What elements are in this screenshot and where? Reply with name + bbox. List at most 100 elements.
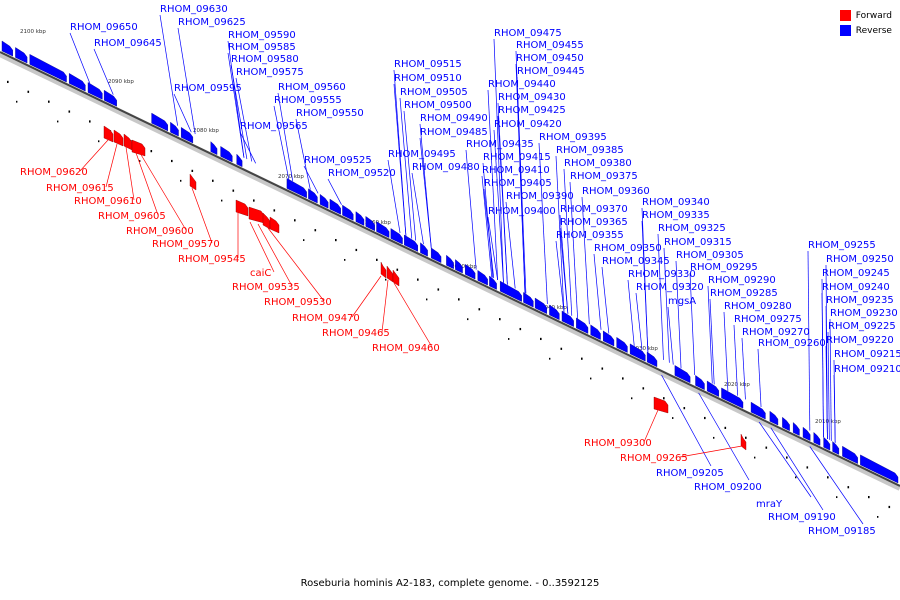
forward-gene-box[interactable] (248, 206, 265, 224)
reverse-gene-box[interactable] (210, 141, 218, 155)
reverse-gene-box[interactable] (750, 401, 766, 420)
forward-gene-box[interactable] (269, 216, 280, 234)
reverse-gene-label[interactable]: RHOM_09365 (560, 217, 628, 228)
forward-gene-label[interactable]: RHOM_09620 (20, 167, 88, 178)
reverse-gene-box[interactable] (319, 193, 329, 209)
forward-gene-label[interactable]: RHOM_09460 (372, 343, 440, 354)
reverse-gene-label[interactable]: RHOM_09210 (834, 364, 900, 375)
reverse-gene-box[interactable] (721, 387, 744, 409)
forward-gene-label[interactable]: RHOM_09545 (178, 254, 246, 265)
reverse-gene-label[interactable]: RHOM_09380 (564, 158, 632, 169)
reverse-gene-label[interactable]: RHOM_09200 (694, 482, 762, 493)
reverse-gene-label[interactable]: RHOM_09375 (570, 171, 638, 182)
reverse-gene-box[interactable] (220, 146, 233, 163)
reverse-gene-box[interactable] (455, 259, 463, 274)
reverse-gene-label[interactable]: RHOM_09490 (420, 113, 488, 124)
reverse-gene-label[interactable]: RHOM_09325 (658, 223, 726, 234)
reverse-gene-box[interactable] (813, 431, 821, 446)
reverse-gene-label[interactable]: RHOM_09420 (494, 119, 562, 130)
forward-gene-label[interactable]: RHOM_09265 (620, 453, 688, 464)
reverse-gene-box[interactable] (355, 211, 365, 226)
reverse-gene-box[interactable] (376, 221, 390, 238)
reverse-gene-label[interactable]: RHOM_09395 (539, 132, 607, 143)
reverse-gene-label[interactable]: RHOM_09650 (70, 22, 138, 33)
reverse-gene-box[interactable] (420, 242, 428, 257)
reverse-gene-box[interactable] (695, 374, 705, 391)
reverse-gene-label[interactable]: RHOM_09220 (826, 335, 894, 346)
reverse-gene-label[interactable]: mraY (756, 499, 783, 510)
reverse-gene-label[interactable]: RHOM_09505 (400, 87, 468, 98)
forward-gene-label[interactable]: RHOM_09600 (126, 226, 194, 237)
reverse-gene-label[interactable]: RHOM_09480 (412, 162, 480, 173)
reverse-gene-label[interactable]: RHOM_09525 (304, 155, 372, 166)
reverse-gene-label[interactable]: RHOM_09455 (516, 40, 584, 51)
forward-gene-box[interactable] (740, 433, 747, 451)
reverse-gene-box[interactable] (792, 422, 800, 436)
reverse-gene-label[interactable]: RHOM_09440 (488, 79, 556, 90)
forward-gene-box[interactable] (653, 396, 669, 414)
reverse-gene-label[interactable]: RHOM_09215 (834, 349, 900, 360)
reverse-gene-box[interactable] (802, 426, 811, 441)
reverse-gene-box[interactable] (603, 330, 615, 347)
reverse-gene-box[interactable] (576, 317, 589, 334)
reverse-gene-label[interactable]: RHOM_09575 (236, 67, 304, 78)
reverse-gene-label[interactable]: RHOM_09515 (394, 59, 462, 70)
reverse-gene-box[interactable] (29, 54, 67, 83)
reverse-gene-label[interactable]: RHOM_09415 (483, 152, 551, 163)
reverse-gene-label[interactable]: RHOM_09405 (484, 178, 552, 189)
reverse-gene-box[interactable] (489, 275, 497, 290)
reverse-gene-label[interactable]: RHOM_09255 (808, 240, 876, 251)
reverse-gene-box[interactable] (523, 292, 534, 308)
reverse-gene-box[interactable] (706, 380, 719, 397)
reverse-gene-box[interactable] (477, 270, 488, 286)
reverse-gene-box[interactable] (286, 178, 307, 199)
reverse-gene-label[interactable]: RHOM_09475 (494, 28, 562, 39)
reverse-gene-box[interactable] (151, 112, 168, 132)
forward-gene-box[interactable] (131, 139, 146, 157)
reverse-gene-box[interactable] (87, 82, 103, 100)
reverse-gene-box[interactable] (236, 153, 243, 168)
reverse-gene-label[interactable]: RHOM_09500 (404, 100, 472, 111)
forward-gene-box[interactable] (386, 265, 394, 283)
reverse-gene-label[interactable]: RHOM_09625 (178, 17, 246, 28)
reverse-gene-label[interactable]: RHOM_09285 (710, 288, 778, 299)
forward-gene-label[interactable]: RHOM_09470 (292, 313, 360, 324)
reverse-gene-box[interactable] (646, 351, 658, 368)
reverse-gene-label[interactable]: RHOM_09335 (642, 210, 710, 221)
reverse-gene-label[interactable]: RHOM_09205 (656, 468, 724, 479)
reverse-gene-box[interactable] (561, 310, 574, 327)
reverse-gene-label[interactable]: RHOM_09330 (628, 269, 696, 280)
reverse-gene-label[interactable]: RHOM_09435 (466, 139, 534, 150)
reverse-gene-label[interactable]: RHOM_09225 (828, 321, 896, 332)
reverse-gene-label[interactable]: RHOM_09270 (742, 327, 810, 338)
reverse-gene-box[interactable] (465, 263, 476, 280)
reverse-gene-label[interactable]: RHOM_09510 (394, 73, 462, 84)
reverse-gene-box[interactable] (616, 336, 628, 353)
reverse-gene-box[interactable] (404, 234, 418, 252)
reverse-gene-box[interactable] (860, 454, 899, 484)
reverse-gene-label[interactable]: RHOM_09560 (278, 82, 346, 93)
reverse-gene-box[interactable] (534, 297, 547, 314)
reverse-gene-label[interactable]: RHOM_09485 (420, 127, 488, 138)
forward-gene-label[interactable]: RHOM_09605 (98, 211, 166, 222)
reverse-gene-box[interactable] (832, 441, 840, 455)
reverse-gene-label[interactable]: RHOM_09295 (690, 262, 758, 273)
reverse-gene-label[interactable]: RHOM_09425 (498, 105, 566, 116)
reverse-gene-box[interactable] (15, 47, 28, 64)
reverse-gene-label[interactable]: RHOM_09370 (560, 204, 628, 215)
reverse-gene-label[interactable]: RHOM_09450 (516, 53, 584, 64)
reverse-gene-label[interactable]: RHOM_09250 (826, 254, 894, 265)
reverse-gene-box[interactable] (782, 416, 790, 432)
reverse-gene-box[interactable] (499, 280, 522, 302)
reverse-gene-label[interactable]: RHOM_09410 (482, 165, 550, 176)
forward-gene-box[interactable] (189, 173, 197, 191)
reverse-gene-box[interactable] (342, 204, 354, 221)
reverse-gene-box[interactable] (769, 410, 779, 426)
reverse-gene-label[interactable]: RHOM_09565 (240, 121, 308, 132)
forward-gene-label[interactable]: RHOM_09570 (152, 239, 220, 250)
reverse-gene-label[interactable]: RHOM_09245 (822, 268, 890, 279)
reverse-gene-label[interactable]: RHOM_09235 (826, 295, 894, 306)
forward-gene-label[interactable]: RHOM_09300 (584, 438, 652, 449)
reverse-gene-label[interactable]: RHOM_09280 (724, 301, 792, 312)
reverse-gene-box[interactable] (446, 254, 454, 270)
